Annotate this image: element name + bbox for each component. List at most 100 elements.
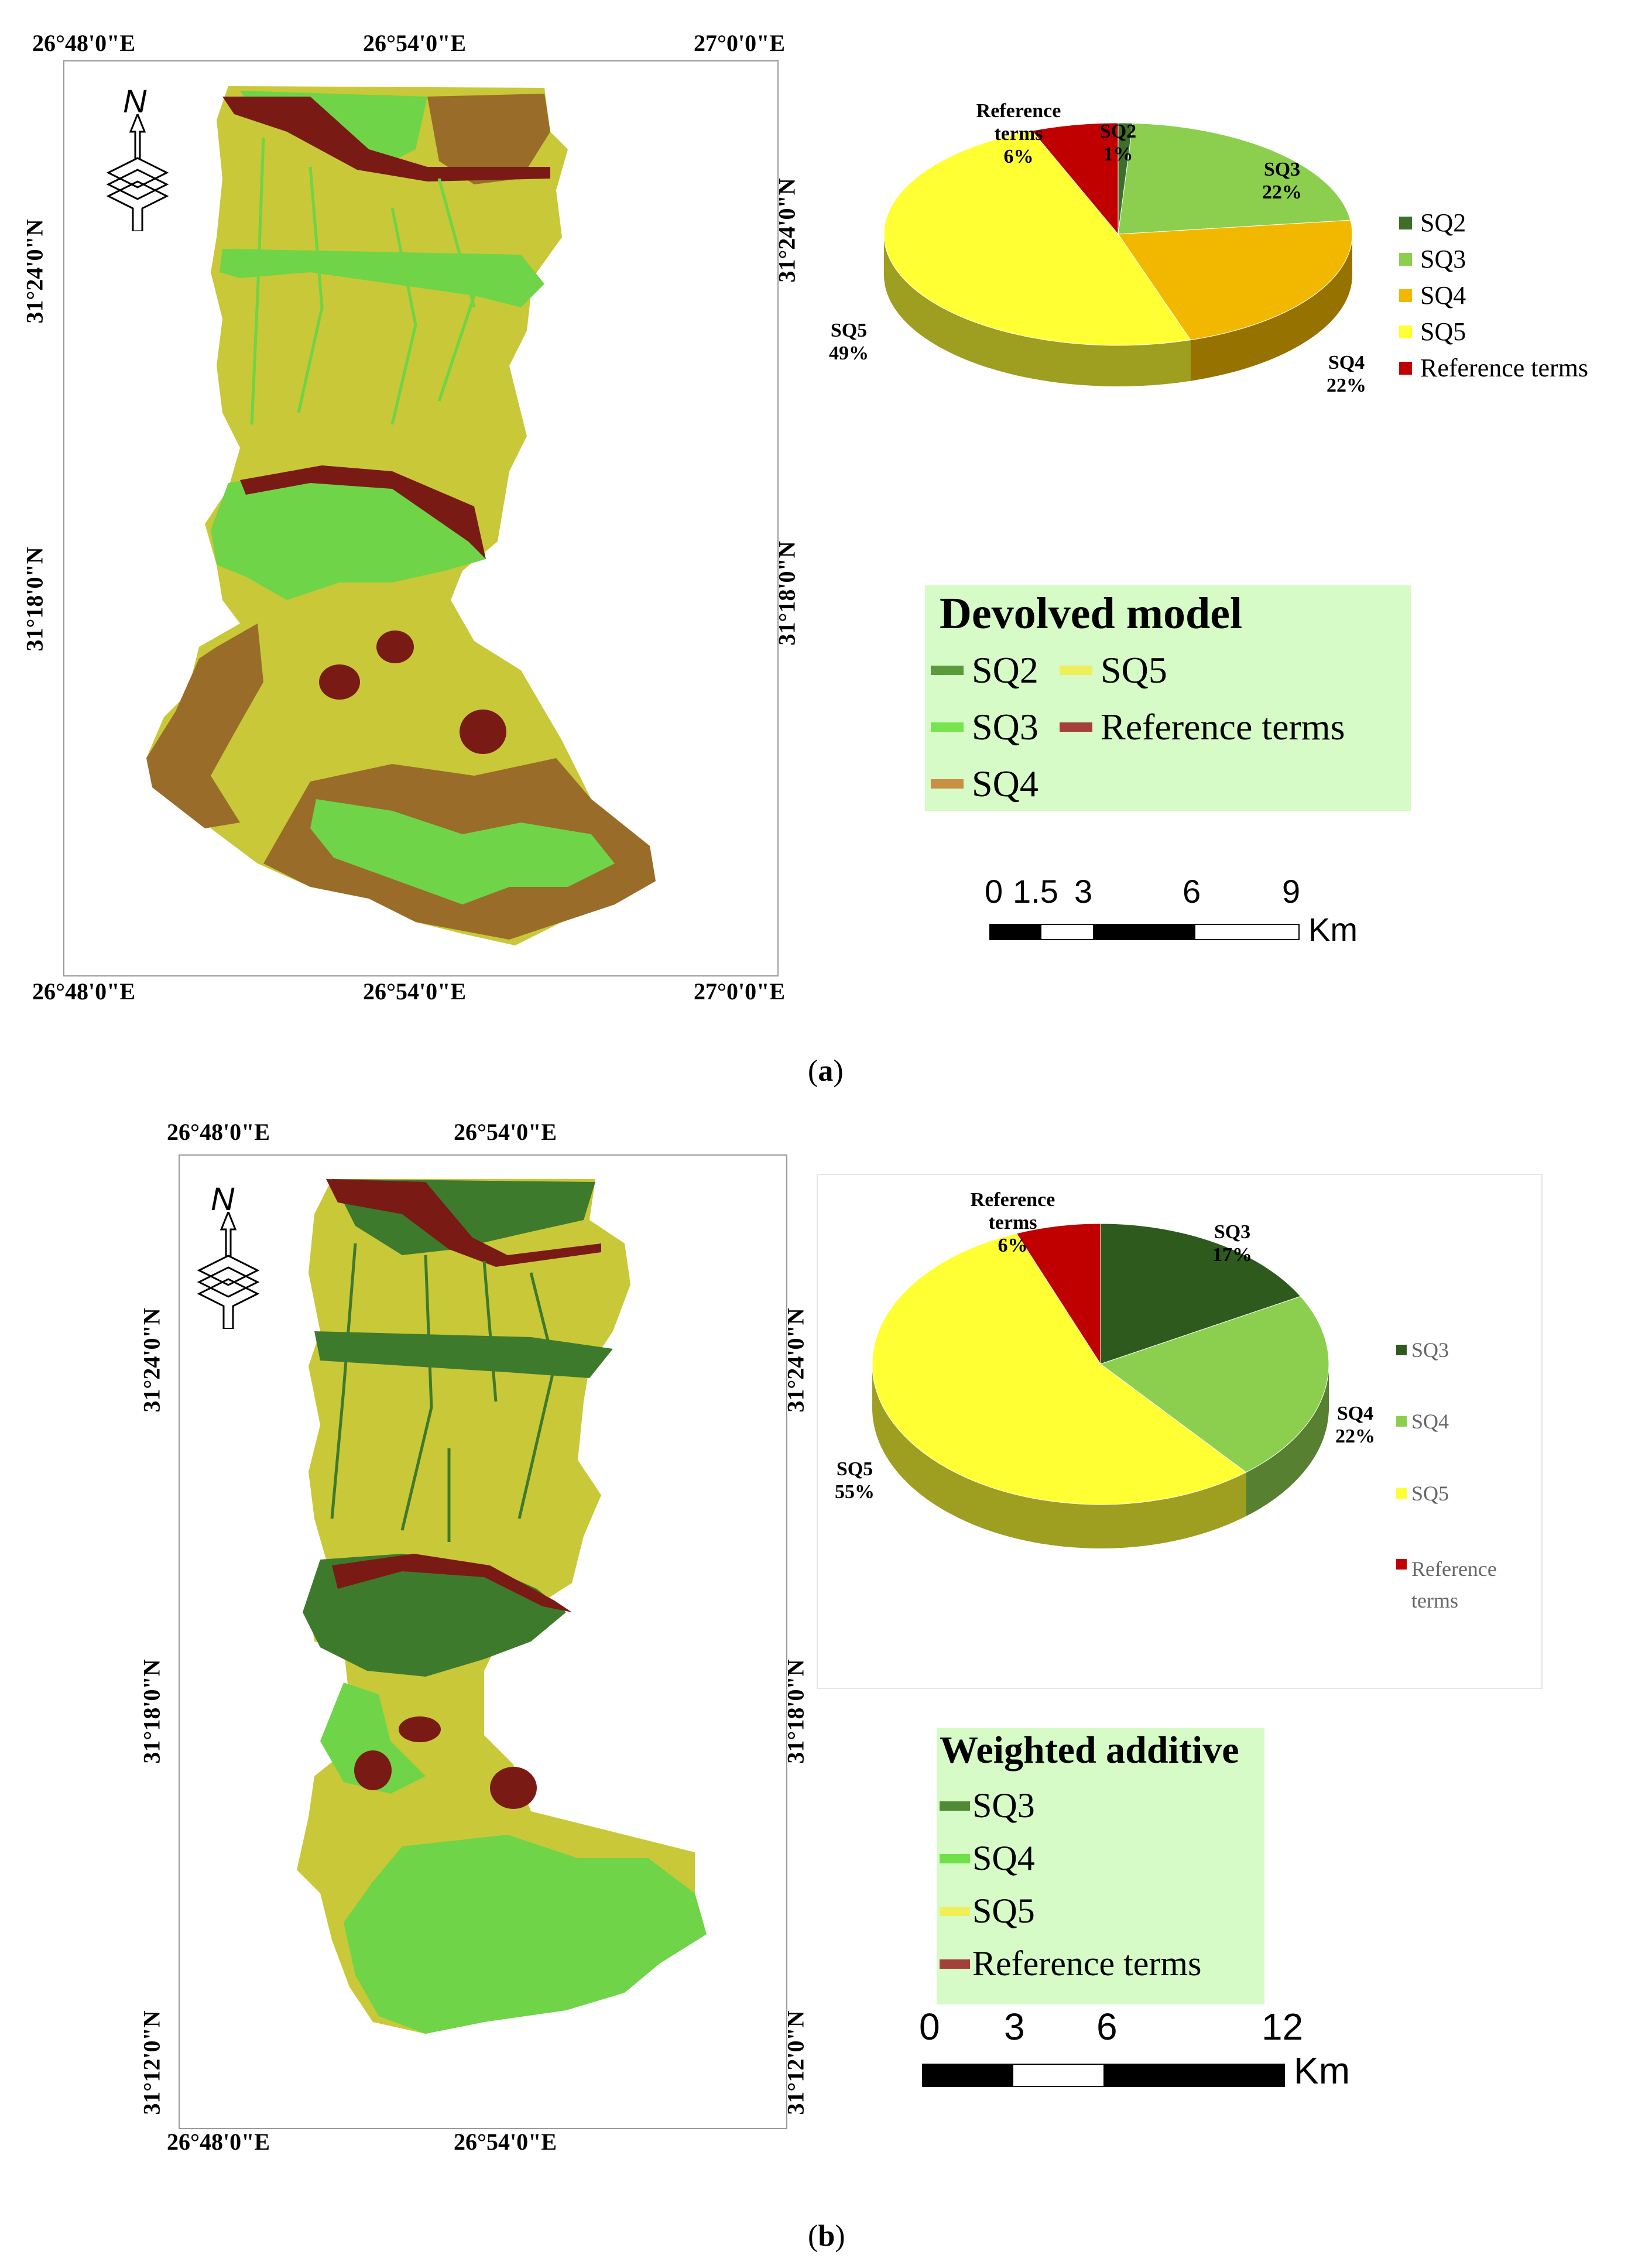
map-legend-label: SQ4 [972, 1839, 1035, 1877]
map-region-sq3-lower [310, 799, 615, 904]
pie-a-label-reference: Reference terms 6% [976, 100, 1061, 168]
map-legend-a-sq4: SQ4 [931, 762, 1039, 806]
map-frame-a [63, 60, 779, 976]
map-region-ref-spot2 [399, 1716, 441, 1742]
map-legend-label: SQ3 [972, 1786, 1035, 1825]
pie-side-sq4 [1246, 1364, 1329, 1516]
coord-left-2: 31°18'0"N [21, 547, 48, 652]
caption-a: (a) [808, 1054, 844, 1088]
pie-slice-sq3 [1100, 1223, 1301, 1365]
swatch-icon [931, 779, 964, 789]
map-region-sq4-top [427, 94, 550, 184]
swatch-icon [931, 666, 964, 675]
swatch-icon [1399, 325, 1412, 338]
caption-paren: ) [833, 1054, 844, 1088]
map-region-sq4-left [146, 623, 263, 828]
swatch-icon [1399, 216, 1412, 229]
pie-side-sq4 [1190, 234, 1352, 381]
north-arrow-b: N [193, 1180, 263, 1332]
map-streams [330, 1243, 556, 1542]
pie-legend-a-sq5: SQ5 [1399, 317, 1466, 347]
coord-top-1: 26°48'0"E [167, 1119, 270, 1145]
map-legend-b: Weighted additive SQ3 SQ4 SQ5 Reference … [937, 1728, 1264, 2004]
map-legend-b-ref: Reference terms [940, 1944, 1201, 1984]
pie-legend-label: Reference terms [1420, 354, 1589, 382]
coord-top-3: 27°0'0"E [694, 30, 785, 56]
map-legend-label: Reference terms [1101, 706, 1345, 748]
coord-bottom-2: 26°54'0"E [454, 2129, 557, 2155]
swatch-icon [1396, 1559, 1407, 1570]
caption-letter: a [818, 1054, 834, 1088]
swatch-icon [1399, 289, 1412, 302]
swatch-icon [1399, 252, 1412, 266]
pie-legend-label: Reference terms [1411, 1557, 1497, 1612]
map-region-sq4-lower [344, 1835, 707, 2034]
scale-a-tick-2: 3 [1074, 873, 1093, 910]
scale-a-bar [989, 924, 1300, 940]
north-arrow-a: N [102, 82, 173, 234]
north-arrow-label: N [211, 1180, 235, 1217]
map-legend-a-title: Devolved model [940, 589, 1243, 638]
pie-legend-a-sq3: SQ3 [1399, 244, 1466, 274]
swatch-icon [1060, 666, 1092, 675]
map-legend-label: SQ2 [972, 649, 1039, 691]
pie-a-label-sq4: SQ4 22% [1327, 352, 1366, 397]
coord-bottom-3: 27°0'0"E [694, 978, 785, 1005]
scale-b-unit: Km [1294, 2050, 1350, 2092]
pie-slice-sq3 [1118, 122, 1351, 235]
coord-top-2: 26°54'0"E [363, 30, 466, 56]
map-legend-label: SQ4 [972, 763, 1039, 804]
swatch-icon [1396, 1416, 1407, 1427]
pie-frame-b [817, 1174, 1543, 1689]
caption-b: (b) [808, 2219, 845, 2253]
map-legend-label: Reference terms [972, 1944, 1202, 1983]
map-region-ref-spot2 [376, 631, 414, 663]
pie-slice-sq5 [872, 1233, 1247, 1505]
map-region-ref-spot1 [354, 1750, 392, 1790]
pie-legend-label: SQ3 [1420, 245, 1466, 273]
swatch-icon [940, 1906, 970, 1916]
pie-a-label-sq3: SQ3 22% [1262, 159, 1302, 204]
pie-legend-label: SQ3 [1411, 1338, 1449, 1362]
map-legend-label: SQ5 [972, 1892, 1035, 1930]
map-region-ref-spot3 [460, 710, 506, 754]
swatch-icon [940, 1853, 970, 1863]
scale-a-unit: Km [1308, 911, 1358, 948]
coord-bottom-1: 26°48'0"E [32, 978, 135, 1005]
map-legend-b-sq4: SQ4 [940, 1838, 1035, 1879]
scale-a-tick-4: 9 [1282, 873, 1301, 910]
pie-slice-sq4 [1099, 1296, 1329, 1473]
map-region-ref-top [222, 97, 550, 181]
coord-left-3: 31°12'0"N [138, 2010, 165, 2115]
pie-b-label-sq4: SQ4 22% [1335, 1403, 1375, 1448]
map-legend-a: Devolved model SQ2 SQ5 SQ3 Reference ter… [925, 585, 1411, 811]
map-legend-a-sq5: SQ5 [1060, 649, 1167, 692]
map-legend-b-title: Weighted additive [940, 1729, 1239, 1771]
pie-legend-a-sq2: SQ2 [1399, 208, 1466, 238]
caption-paren: ( [808, 2219, 818, 2253]
pie-legend-b-sq5: SQ5 [1396, 1481, 1449, 1506]
pie-legend-a-sq4: SQ4 [1399, 280, 1466, 310]
compass-icon [197, 1212, 260, 1329]
swatch-icon [931, 722, 964, 732]
panel-a: 26°48'0"E 26°54'0"E 27°0'0"E 26°48'0"E 2… [0, 0, 1652, 1112]
pie-b-label-reference: Reference terms 6% [970, 1189, 1055, 1257]
scale-a-tick-0: 0 [985, 873, 1003, 910]
map-streams [250, 137, 476, 425]
pie-chart-b [872, 1223, 1329, 1548]
map-region-sq4-mid [320, 1683, 426, 1794]
swatch-icon [1396, 1488, 1407, 1499]
swatch-icon [1396, 1345, 1407, 1355]
coord-left-1: 31°24'0"N [138, 1308, 165, 1413]
pie-legend-b-sq3: SQ3 [1396, 1338, 1449, 1362]
pie-a-label-sq2: SQ2 1% [1099, 121, 1137, 166]
caption-letter: b [818, 2219, 835, 2253]
caption-paren: ) [835, 2219, 845, 2253]
pie-slice-reference-terms [1016, 1223, 1101, 1365]
swatch-icon [940, 1801, 970, 1811]
coord-left-1: 31°24'0"N [21, 219, 48, 324]
scale-b-tick-2: 6 [1096, 2006, 1118, 2048]
pie-b-label-sq5: SQ5 55% [835, 1458, 875, 1503]
swatch-icon [1060, 722, 1092, 732]
pie-chart-a [883, 122, 1353, 386]
